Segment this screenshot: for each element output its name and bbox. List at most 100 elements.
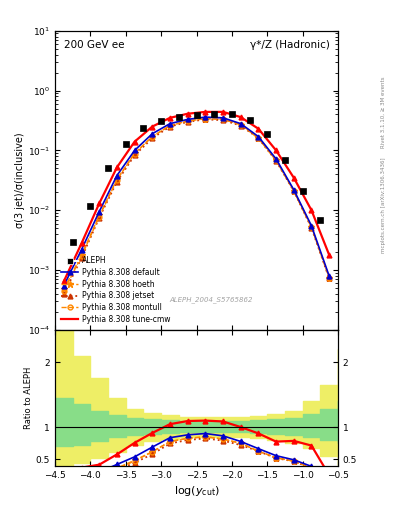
Pythia 8.308 hoeth: [256, 135, 261, 141]
Pythia 8.308 jetset: [150, 135, 155, 141]
Pythia 8.308 tune-cmw: [238, 114, 243, 120]
Pythia 8.308 jetset: [327, 275, 332, 281]
Pythia 8.308 default: [221, 115, 226, 121]
Pythia 8.308 jetset: [185, 119, 190, 125]
Pythia 8.308 jetset: [132, 152, 137, 158]
Pythia 8.308 jetset: [97, 215, 101, 221]
Pythia 8.308 hoeth: [150, 134, 155, 140]
Pythia 8.308 montull: [238, 121, 243, 127]
Pythia 8.308 montull: [115, 177, 119, 183]
ALEPH: [123, 140, 128, 146]
Text: Rivet 3.1.10, ≥ 3M events: Rivet 3.1.10, ≥ 3M events: [381, 77, 386, 148]
Pythia 8.308 default: [292, 187, 296, 193]
Line: Pythia 8.308 jetset: Pythia 8.308 jetset: [61, 117, 332, 296]
Pythia 8.308 montull: [132, 151, 137, 157]
Pythia 8.308 jetset: [79, 255, 84, 261]
Pythia 8.308 montull: [256, 135, 261, 141]
Pythia 8.308 default: [115, 173, 119, 179]
Pythia 8.308 default: [274, 156, 278, 162]
Pythia 8.308 jetset: [61, 291, 66, 297]
Text: 200 GeV ee: 200 GeV ee: [64, 40, 124, 50]
Pythia 8.308 jetset: [168, 123, 173, 130]
Y-axis label: Ratio to ALEPH: Ratio to ALEPH: [24, 367, 33, 429]
Pythia 8.308 montull: [309, 224, 314, 230]
Pythia 8.308 hoeth: [238, 121, 243, 127]
Pythia 8.308 montull: [292, 188, 296, 194]
ALEPH: [194, 112, 199, 118]
Pythia 8.308 hoeth: [185, 118, 190, 124]
X-axis label: $\log(y_{\rm cut})$: $\log(y_{\rm cut})$: [174, 484, 219, 498]
ALEPH: [318, 217, 323, 223]
Pythia 8.308 tune-cmw: [185, 111, 190, 117]
Line: Pythia 8.308 hoeth: Pythia 8.308 hoeth: [61, 115, 332, 293]
Pythia 8.308 default: [61, 283, 66, 289]
ALEPH: [265, 131, 270, 137]
Pythia 8.308 tune-cmw: [132, 139, 137, 145]
Pythia 8.308 default: [327, 273, 332, 279]
Pythia 8.308 jetset: [274, 158, 278, 164]
ALEPH: [88, 202, 93, 208]
ALEPH: [230, 111, 234, 117]
Pythia 8.308 default: [97, 208, 101, 215]
Pythia 8.308 montull: [274, 157, 278, 163]
Pythia 8.308 tune-cmw: [327, 252, 332, 258]
Pythia 8.308 default: [168, 120, 173, 126]
Pythia 8.308 tune-cmw: [115, 164, 119, 170]
Pythia 8.308 tune-cmw: [97, 200, 101, 206]
Pythia 8.308 hoeth: [221, 116, 226, 122]
Text: ALEPH_2004_S5765862: ALEPH_2004_S5765862: [169, 296, 252, 304]
Pythia 8.308 tune-cmw: [292, 175, 296, 181]
Pythia 8.308 hoeth: [292, 188, 296, 194]
Legend: ALEPH, Pythia 8.308 default, Pythia 8.308 hoeth, Pythia 8.308 jetset, Pythia 8.3: ALEPH, Pythia 8.308 default, Pythia 8.30…: [59, 254, 173, 326]
Pythia 8.308 tune-cmw: [274, 147, 278, 154]
ALEPH: [212, 111, 217, 117]
Line: Pythia 8.308 tune-cmw: Pythia 8.308 tune-cmw: [61, 110, 332, 284]
Line: Pythia 8.308 montull: Pythia 8.308 montull: [61, 116, 332, 293]
Pythia 8.308 hoeth: [203, 116, 208, 122]
ALEPH: [283, 157, 287, 163]
Pythia 8.308 default: [132, 147, 137, 154]
Pythia 8.308 default: [256, 134, 261, 140]
Pythia 8.308 hoeth: [61, 286, 66, 292]
Pythia 8.308 montull: [79, 253, 84, 260]
Pythia 8.308 montull: [185, 118, 190, 124]
Text: mcplots.cern.ch [arXiv:1306.3436]: mcplots.cern.ch [arXiv:1306.3436]: [381, 157, 386, 252]
Pythia 8.308 tune-cmw: [79, 240, 84, 246]
Pythia 8.308 montull: [327, 274, 332, 281]
Pythia 8.308 hoeth: [327, 274, 332, 281]
Pythia 8.308 hoeth: [168, 122, 173, 129]
Pythia 8.308 jetset: [292, 188, 296, 194]
Pythia 8.308 hoeth: [79, 252, 84, 258]
Pythia 8.308 default: [185, 116, 190, 122]
Pythia 8.308 tune-cmw: [203, 109, 208, 115]
Pythia 8.308 montull: [221, 116, 226, 122]
Pythia 8.308 default: [203, 114, 208, 120]
Pythia 8.308 hoeth: [97, 212, 101, 219]
Pythia 8.308 hoeth: [274, 157, 278, 163]
ALEPH: [159, 118, 163, 124]
Pythia 8.308 default: [309, 223, 314, 229]
Pythia 8.308 jetset: [221, 117, 226, 123]
Pythia 8.308 hoeth: [115, 176, 119, 182]
Pythia 8.308 montull: [203, 116, 208, 122]
Pythia 8.308 jetset: [256, 135, 261, 141]
Pythia 8.308 jetset: [238, 122, 243, 129]
ALEPH: [247, 117, 252, 123]
Pythia 8.308 tune-cmw: [61, 278, 66, 284]
Pythia 8.308 tune-cmw: [309, 207, 314, 214]
Line: ALEPH: ALEPH: [70, 111, 323, 245]
Pythia 8.308 montull: [61, 288, 66, 294]
Pythia 8.308 montull: [97, 214, 101, 220]
Pythia 8.308 jetset: [203, 116, 208, 122]
Pythia 8.308 hoeth: [132, 150, 137, 156]
Y-axis label: σ(3 jet)/σ(inclusive): σ(3 jet)/σ(inclusive): [15, 133, 25, 228]
Pythia 8.308 jetset: [115, 179, 119, 185]
Text: γ*/Z (Hadronic): γ*/Z (Hadronic): [250, 40, 329, 50]
Pythia 8.308 tune-cmw: [150, 123, 155, 130]
Pythia 8.308 jetset: [309, 225, 314, 231]
Pythia 8.308 tune-cmw: [168, 115, 173, 121]
Line: Pythia 8.308 default: Pythia 8.308 default: [61, 115, 332, 288]
Pythia 8.308 montull: [168, 122, 173, 129]
ALEPH: [176, 114, 181, 120]
Pythia 8.308 hoeth: [309, 224, 314, 230]
